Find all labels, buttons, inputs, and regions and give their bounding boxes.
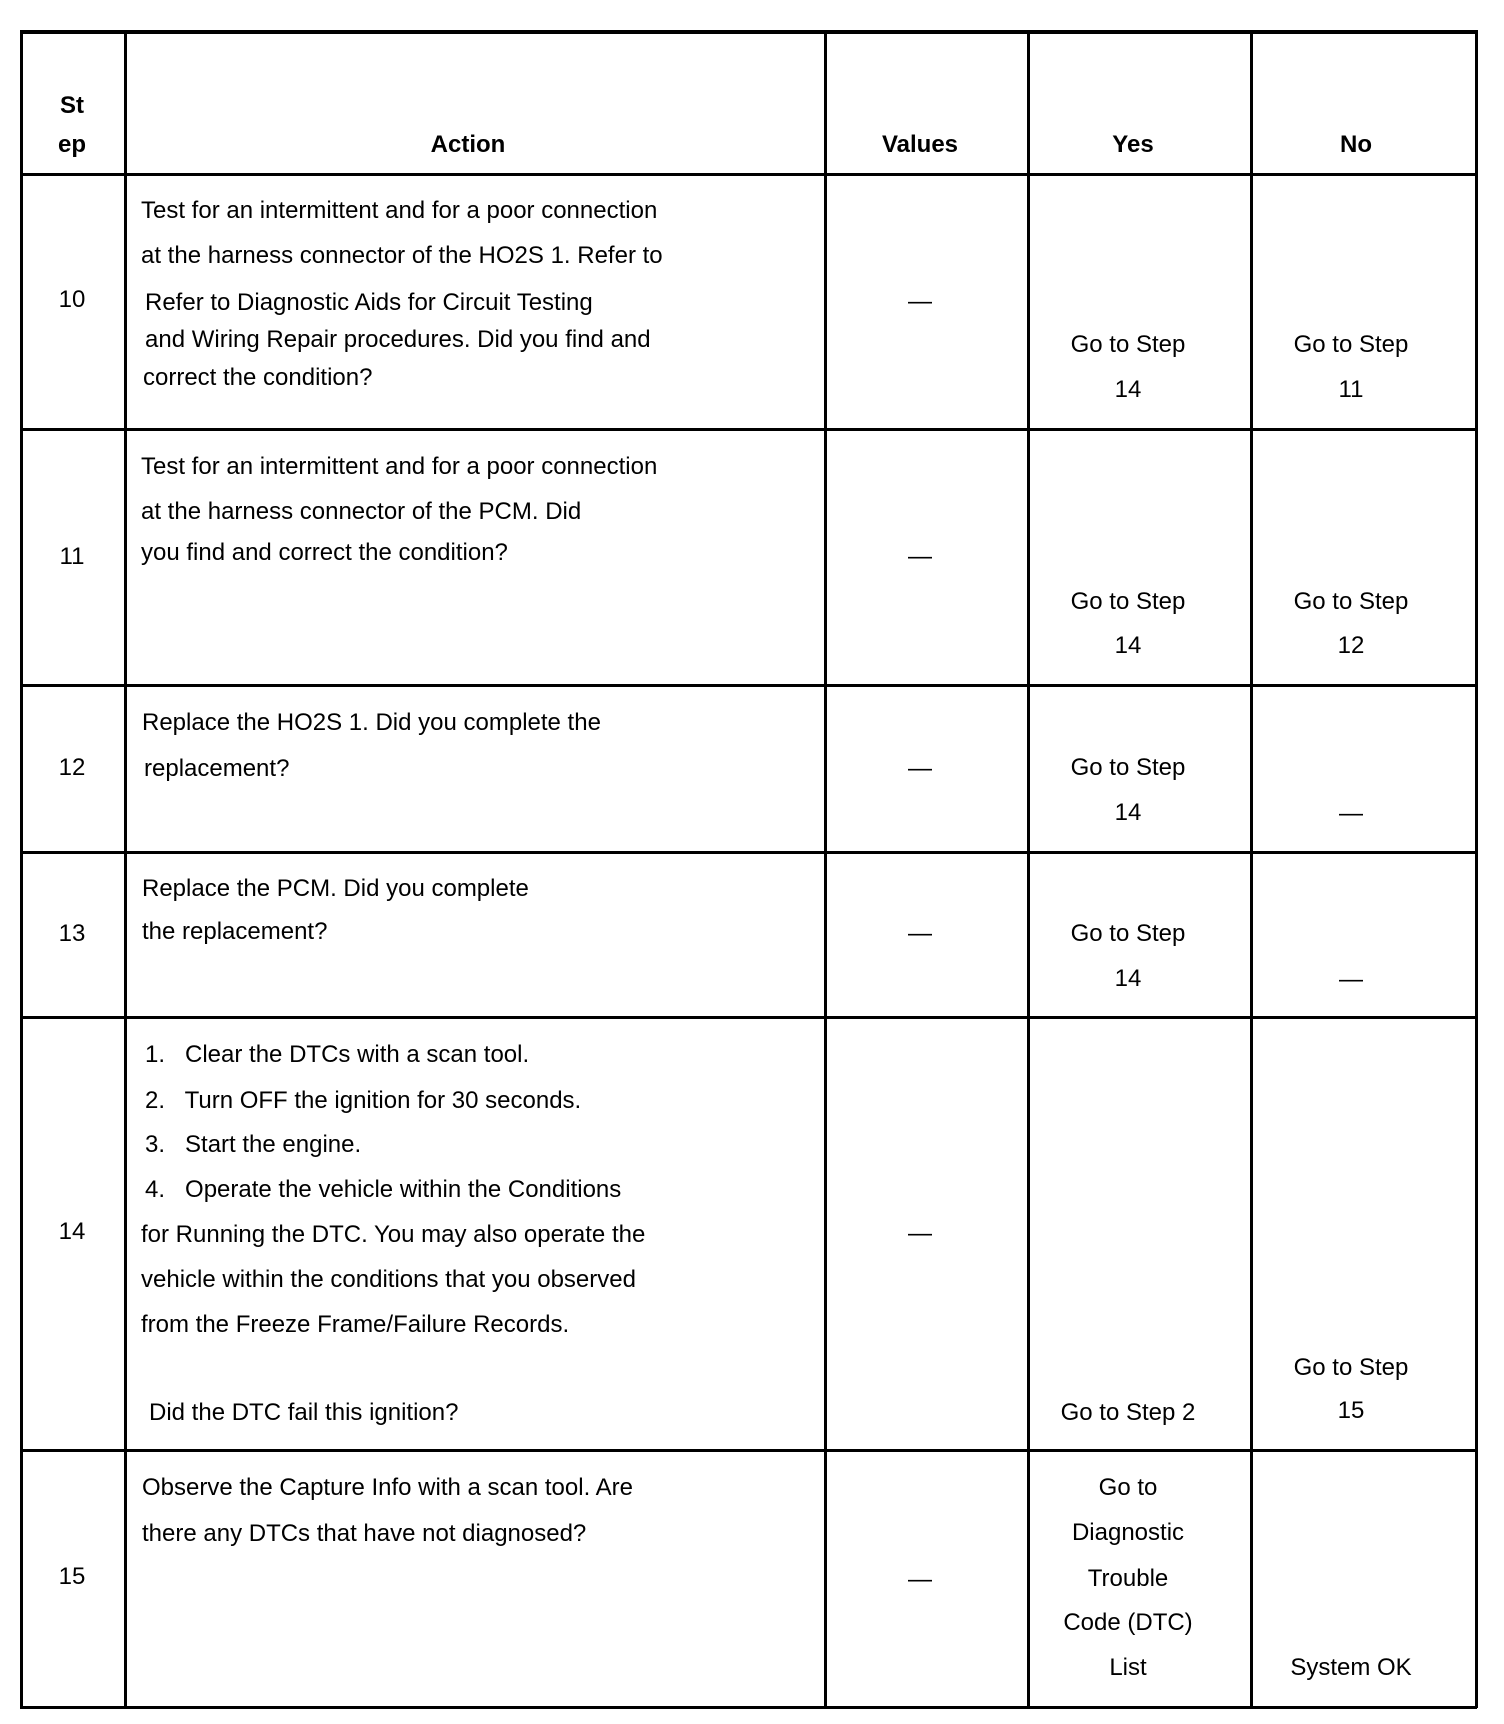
yes-result: 14 — [1114, 632, 1142, 659]
action-text-line: Replace the PCM. Did you complete — [142, 875, 529, 902]
table-column-divider — [20, 30, 23, 1708]
no-result: 11 — [1338, 376, 1364, 403]
yes-result: Go to — [1098, 1474, 1158, 1501]
values-cell: — — [908, 920, 932, 947]
action-text-line: from the Freeze Frame/Failure Records. — [141, 1311, 570, 1338]
table-row-divider — [20, 428, 1477, 431]
table-row-divider — [20, 684, 1477, 687]
yes-result: Go to Step — [1070, 754, 1186, 781]
action-text-line: Observe the Capture Info with a scan too… — [142, 1474, 633, 1501]
action-text-line: Did the DTC fail this ignition? — [149, 1399, 459, 1426]
yes-result: Go to Step — [1070, 331, 1186, 358]
no-result: 15 — [1337, 1397, 1365, 1424]
yes-result: 14 — [1114, 965, 1142, 992]
action-text-line: Test for an intermittent and for a poor … — [141, 197, 658, 224]
table-column-divider — [1027, 30, 1030, 1708]
action-text-line: replacement? — [144, 755, 290, 782]
yes-result: 14 — [1114, 799, 1142, 826]
header-no: No — [1340, 131, 1372, 158]
step-number: 12 — [58, 754, 86, 781]
table-column-divider — [124, 30, 127, 1708]
action-text-line: at the harness connector of the PCM. Did — [141, 498, 582, 525]
yes-result: List — [1109, 1654, 1147, 1681]
action-text-line: vehicle within the conditions that you o… — [141, 1266, 636, 1293]
table-row-divider — [20, 1706, 1477, 1709]
values-cell: — — [908, 1566, 932, 1593]
header-values: Values — [881, 131, 959, 158]
action-text-line: there any DTCs that have not diagnosed? — [142, 1520, 587, 1547]
yes-result: Go to Step 2 — [1060, 1399, 1196, 1426]
header-action: Action — [430, 131, 506, 158]
values-cell: — — [908, 543, 932, 570]
values-cell: — — [908, 288, 932, 315]
no-result: — — [1339, 966, 1363, 993]
step-number: 11 — [59, 543, 85, 570]
yes-result: Diagnostic — [1071, 1519, 1185, 1546]
table-row-divider — [20, 30, 1477, 34]
action-text-line: 1. Clear the DTCs with a scan tool. — [145, 1041, 530, 1068]
yes-result: 14 — [1114, 376, 1142, 403]
step-number: 10 — [58, 286, 86, 313]
table-column-divider — [1475, 30, 1478, 1708]
action-text-line: 3. Start the engine. — [145, 1131, 362, 1158]
step-number: 13 — [58, 920, 86, 947]
table-row-divider — [20, 851, 1477, 854]
header-step: St — [60, 92, 84, 119]
no-result: 12 — [1337, 632, 1365, 659]
no-result: Go to Step — [1293, 1354, 1409, 1381]
table-row-divider — [20, 1449, 1477, 1452]
action-text-line: the replacement? — [142, 918, 328, 945]
action-text-line: 2. Turn OFF the ignition for 30 seconds. — [145, 1087, 582, 1114]
no-result: — — [1339, 800, 1363, 827]
no-result: Go to Step — [1293, 588, 1409, 615]
table-column-divider — [1250, 30, 1253, 1708]
header-step: ep — [57, 131, 87, 158]
action-text-line: you find and correct the condition? — [141, 539, 508, 566]
action-text-line: and Wiring Repair procedures. Did you fi… — [145, 326, 651, 353]
action-text-line: 4. Operate the vehicle within the Condit… — [145, 1176, 622, 1203]
table-row-divider — [20, 173, 1477, 176]
yes-result: Trouble — [1087, 1565, 1169, 1592]
action-text-line: for Running the DTC. You may also operat… — [141, 1221, 646, 1248]
no-result: Go to Step — [1293, 331, 1409, 358]
step-number: 15 — [58, 1563, 86, 1590]
no-result: System OK — [1290, 1654, 1412, 1681]
action-text-line: Replace the HO2S 1. Did you complete the — [142, 709, 601, 736]
step-number: 14 — [58, 1218, 86, 1245]
yes-result: Go to Step — [1070, 588, 1186, 615]
yes-result: Go to Step — [1070, 920, 1186, 947]
action-text-line: at the harness connector of the HO2S 1. … — [141, 242, 663, 269]
action-text-line: Test for an intermittent and for a poor … — [141, 453, 658, 480]
table-column-divider — [824, 30, 827, 1708]
action-text-line: Refer to Diagnostic Aids for Circuit Tes… — [145, 289, 593, 316]
values-cell: — — [908, 1220, 932, 1247]
action-text-line: correct the condition? — [143, 364, 373, 391]
header-yes: Yes — [1112, 131, 1154, 158]
yes-result: Code (DTC) — [1063, 1609, 1193, 1636]
table-row-divider — [20, 1016, 1477, 1019]
values-cell: — — [908, 755, 932, 782]
